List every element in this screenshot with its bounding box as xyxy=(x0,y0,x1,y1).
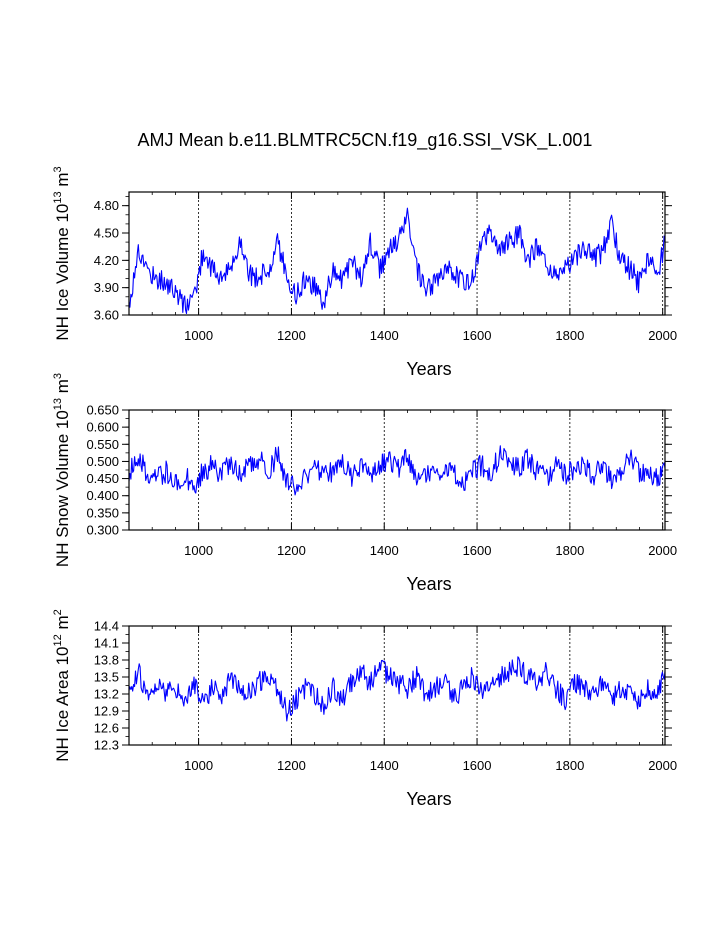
x-tick-label: 1600 xyxy=(463,543,492,558)
plot-frame xyxy=(128,191,666,316)
x-axis-title: Years xyxy=(406,359,451,379)
y-tick-label: 12.9 xyxy=(94,704,119,719)
x-tick-label: 2000 xyxy=(648,328,677,343)
y-tick-label: 12.3 xyxy=(94,738,119,753)
chart-panel-ice-area: 1000 1200 1400 1600 1800 2000 12.3 12.6 12.9 13.2… xyxy=(52,609,677,809)
x-tick-label: 1600 xyxy=(463,328,492,343)
x-tick-label: 1000 xyxy=(184,543,213,558)
y-tick-label: 13.2 xyxy=(94,687,119,702)
y-axis-title: NH Ice Volume 1013 m3 xyxy=(52,166,72,340)
y-axis-title: NH Snow Volume 1013 m3 xyxy=(52,373,72,567)
x-tick-label: 1000 xyxy=(184,328,213,343)
chart-panel-snow-volume: 1000 1200 1400 1600 1800 2000 0.300 0.350 0.400 0… xyxy=(52,373,677,594)
y-tick-label: 12.6 xyxy=(94,721,119,736)
x-tick-label: 2000 xyxy=(648,758,677,773)
x-tick-label: 1400 xyxy=(370,543,399,558)
x-tick-label: 1800 xyxy=(555,328,584,343)
y-tick-label: 3.90 xyxy=(94,280,119,295)
x-tick-label: 1800 xyxy=(555,758,584,773)
y-tick-label: 14.4 xyxy=(94,619,119,634)
series-line-snow-volume xyxy=(128,445,666,496)
y-tick-label: 0.600 xyxy=(86,420,119,435)
x-tick-label: 1600 xyxy=(463,758,492,773)
series-line-ice-volume xyxy=(128,207,666,315)
x-tick-label: 2000 xyxy=(648,543,677,558)
y-tick-label: 0.400 xyxy=(86,488,119,503)
series-line-ice-area xyxy=(128,656,666,722)
chart-panel-ice-volume: 1000 1200 1400 1600 1800 2000 3.60 3.90 4.20 4.50… xyxy=(52,166,677,379)
y-tick-label: 0.350 xyxy=(86,505,119,520)
y-tick-label: 4.50 xyxy=(94,226,119,241)
y-axis-title: NH Ice Area 1012 m2 xyxy=(52,609,72,762)
y-tick-label: 0.550 xyxy=(86,437,119,452)
y-tick-label: 4.20 xyxy=(94,253,119,268)
x-tick-label: 1800 xyxy=(555,543,584,558)
y-tick-label: 13.5 xyxy=(94,670,119,685)
y-tick-label: 13.8 xyxy=(94,653,119,668)
y-tick-label: 0.300 xyxy=(86,523,119,538)
y-tick-label: 4.80 xyxy=(94,198,119,213)
y-tick-label: 14.1 xyxy=(94,636,119,651)
y-tick-label: 0.500 xyxy=(86,454,119,469)
y-tick-label: 3.60 xyxy=(94,308,119,323)
panels-container: 1000 1200 1400 1600 1800 2000 3.60 3.90 4.20 4.50… xyxy=(52,166,677,809)
x-tick-label: 1200 xyxy=(277,758,306,773)
x-axis-title: Years xyxy=(406,789,451,809)
y-tick-label: 0.650 xyxy=(86,403,119,418)
x-tick-label: 1200 xyxy=(277,328,306,343)
x-tick-label: 1400 xyxy=(370,758,399,773)
x-axis-title: Years xyxy=(406,574,451,594)
x-tick-label: 1400 xyxy=(370,328,399,343)
x-tick-label: 1000 xyxy=(184,758,213,773)
figure-title: AMJ Mean b.e11.BLMTRC5CN.f19_g16.SSI_VSK… xyxy=(138,130,593,151)
x-tick-label: 1200 xyxy=(277,543,306,558)
y-tick-label: 0.450 xyxy=(86,471,119,486)
